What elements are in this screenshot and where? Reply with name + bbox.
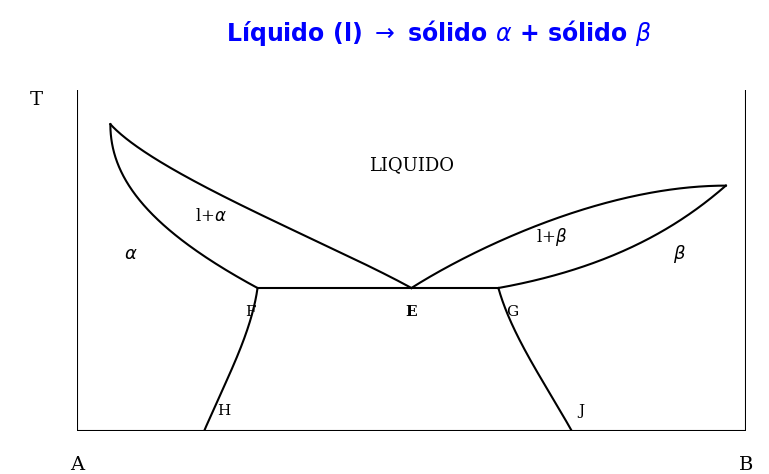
Text: E: E xyxy=(405,305,418,319)
Text: $\beta$: $\beta$ xyxy=(673,243,685,265)
Text: Líquido (l) $\rightarrow$ sólido $\alpha$ + sólido $\beta$: Líquido (l) $\rightarrow$ sólido $\alpha… xyxy=(225,18,651,48)
Text: T: T xyxy=(30,91,43,109)
Text: A: A xyxy=(70,456,84,474)
Text: J: J xyxy=(579,404,584,418)
Text: l+$\alpha$: l+$\alpha$ xyxy=(195,208,227,225)
Text: H: H xyxy=(218,404,231,418)
Text: G: G xyxy=(506,305,518,319)
Text: F: F xyxy=(245,305,256,319)
Text: l+$\beta$: l+$\beta$ xyxy=(536,226,568,248)
Text: B: B xyxy=(739,456,753,474)
Text: LIQUIDO: LIQUIDO xyxy=(369,156,454,174)
Text: $\alpha$: $\alpha$ xyxy=(124,245,137,263)
